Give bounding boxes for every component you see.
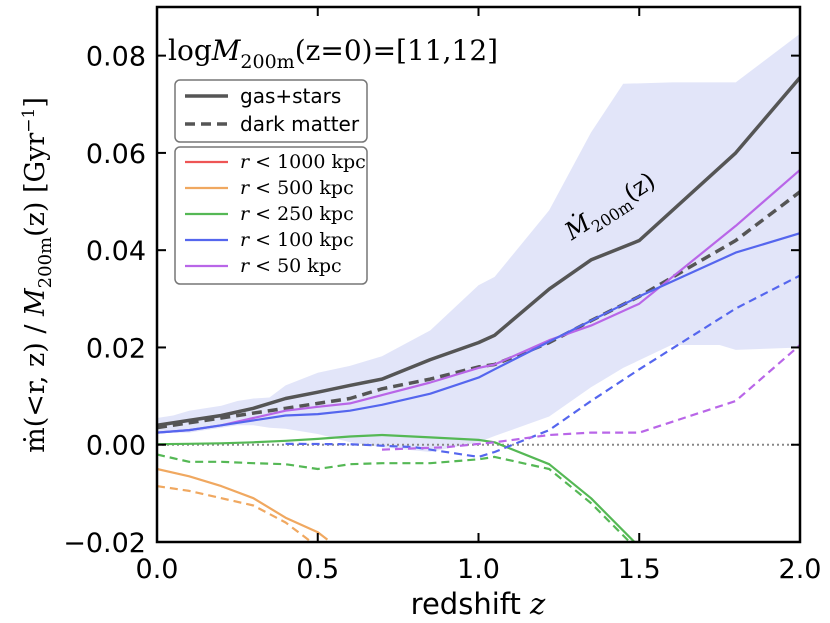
series-line-7	[157, 485, 312, 542]
legend-radius-frame	[174, 146, 368, 285]
chart-title: logM200m(z=0)=[11,12]	[168, 34, 498, 73]
series-line-0	[157, 76, 800, 428]
y-tick-label-2: 0.02	[86, 333, 146, 364]
y-axis-label: ṁ(<r, z) / M200m(z) [Gyr−1]	[19, 97, 56, 453]
y-tick-label-5: 0.08	[86, 42, 146, 73]
x-tick-label-2: 1.0	[457, 554, 500, 585]
x-tick-label-1: 0.5	[296, 554, 339, 585]
series-line-3	[157, 232, 800, 434]
y-tick-label-4: 0.06	[86, 139, 146, 170]
x-axis-label: redshift z	[411, 587, 546, 621]
series-line-2	[157, 169, 800, 434]
legend-r50-label: r < 50 kpc	[240, 255, 342, 277]
legend-r1000-label: r < 1000 kpc	[240, 151, 366, 173]
legend-r100-label: r < 100 kpc	[240, 229, 354, 251]
x-tick-label-0: 0.0	[136, 554, 179, 585]
y-tick-label-1: 0.00	[86, 431, 146, 462]
series-line-4	[157, 433, 636, 542]
series-line-9	[381, 344, 800, 451]
legend-gas-stars-label: gas+stars	[240, 84, 341, 108]
legend-style: gas+stars dark matter	[174, 79, 368, 143]
series-line-6	[157, 467, 329, 541]
legend-dark-matter-label: dark matter	[240, 112, 360, 136]
x-tick-label-3: 1.5	[618, 554, 661, 585]
y-tick-label-0: −0.02	[63, 528, 146, 559]
series-line-8	[285, 274, 800, 458]
x-tick-label-4: 2.0	[779, 554, 822, 585]
scatter-band	[157, 33, 800, 452]
legend-r250-label: r < 250 kpc	[240, 203, 354, 225]
series-line-1	[157, 190, 800, 430]
legend-radius: r < 1000 kpc r < 500 kpc r < 250 kpc r <…	[174, 146, 368, 285]
y-tick-label-3: 0.04	[86, 236, 146, 267]
legend-r500-label: r < 500 kpc	[240, 177, 354, 199]
series-line-5	[157, 453, 632, 542]
